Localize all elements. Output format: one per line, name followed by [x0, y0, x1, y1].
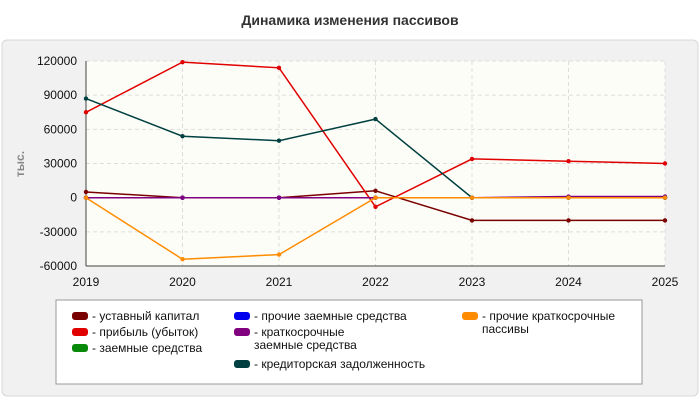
series-6-point	[180, 256, 185, 262]
series-4-point	[276, 195, 282, 200]
x-tick-label: 2021	[266, 275, 293, 289]
plot-area: 120000 90000 60000 30000 0 -30000 -60000 2019 20…	[37, 54, 679, 289]
series-1-point	[373, 204, 378, 209]
series-1-point	[469, 156, 475, 162]
x-tick-label: 2019	[73, 275, 100, 289]
legend-box	[55, 299, 643, 385]
series-1-point	[180, 59, 185, 65]
series-6-point	[662, 195, 668, 200]
y-tick-label: 90000	[44, 88, 78, 102]
x-tick-label: 2020	[169, 275, 196, 289]
y-tick-label: -30000	[40, 225, 78, 239]
legend-label-0: - уставный капитал	[92, 309, 199, 323]
series-0-point	[662, 218, 668, 223]
legend-swatch-1	[72, 328, 88, 336]
legend-label-3: - прочие заемные средства	[254, 309, 407, 323]
y-tick-label: 120000	[37, 54, 77, 68]
series-0-point	[469, 218, 475, 223]
legend-swatch-5	[234, 360, 250, 368]
legend-swatch-6	[462, 312, 478, 320]
series-0-point	[83, 189, 89, 195]
legend-swatch-4	[234, 328, 250, 336]
series-5-point	[276, 138, 282, 143]
legend-swatch-3	[234, 312, 250, 320]
series-5-point	[83, 96, 89, 101]
series-0-point	[566, 218, 571, 223]
series-6-point	[469, 195, 475, 200]
series-6-point	[83, 195, 89, 200]
series-1-point	[83, 110, 89, 115]
series-5-point	[373, 116, 378, 122]
series-6-point	[373, 195, 378, 200]
y-tick-label: 60000	[44, 122, 78, 136]
x-tick-label: 2023	[459, 275, 486, 289]
legend-label-1: - прибыль (убыток)	[92, 325, 198, 339]
series-1-point	[662, 161, 668, 166]
series-0-point	[373, 188, 378, 194]
y-tick-label: 30000	[44, 157, 78, 171]
series-1-point	[566, 159, 571, 164]
y-axis-label: тыс.	[13, 151, 27, 177]
series-5-point	[180, 133, 185, 139]
series-4-point	[180, 195, 185, 200]
x-tick-label: 2022	[362, 275, 389, 289]
series-1-point	[276, 65, 282, 71]
series-6-point	[566, 195, 571, 200]
legend-label-2: - заемные средства	[92, 341, 203, 355]
x-tick-label: 2025	[652, 275, 679, 289]
chart-title: Динамика изменения пассивов	[241, 12, 459, 28]
legend: - уставный капитал - прибыль (убыток) - за…	[55, 299, 643, 385]
legend-label-4: - краткосрочные заемные средства	[254, 325, 357, 352]
legend-swatch-0	[72, 312, 88, 320]
x-tick-label: 2024	[555, 275, 582, 289]
legend-swatch-2	[72, 344, 88, 352]
series-6-point	[276, 252, 282, 257]
y-tick-label: 0	[70, 191, 77, 205]
y-tick-label: -60000	[40, 259, 78, 273]
legend-label-5: - кредиторская задолженность	[254, 357, 425, 371]
legend-label-6: - прочие краткосрочные пассивы	[482, 309, 615, 336]
